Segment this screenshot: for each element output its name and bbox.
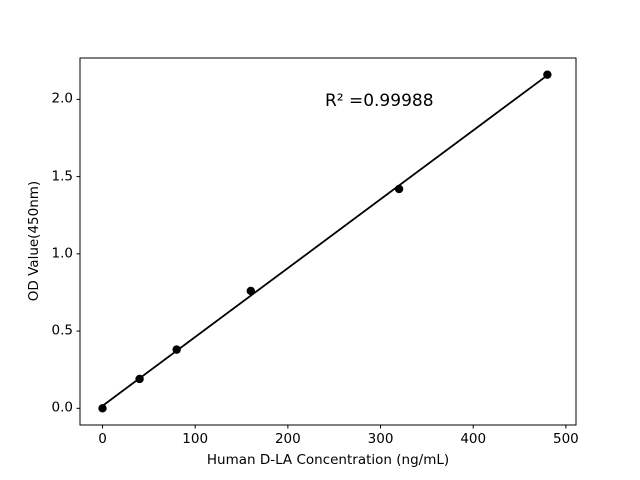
data-point [172, 345, 181, 354]
y-tick-label: 0.0 [51, 399, 73, 416]
data-point [98, 404, 107, 413]
data-point [543, 70, 552, 79]
y-tick-label: 2.0 [51, 90, 73, 107]
y-tick-label: 0.5 [51, 322, 73, 339]
r-squared-annotation: R² =0.99988 [324, 91, 434, 112]
fit-line [101, 74, 548, 407]
x-tick-label: 500 [553, 431, 579, 447]
x-axis-label: Human D-LA Concentration (ng/mL) [206, 452, 450, 468]
x-tick-label: 0 [98, 431, 107, 447]
y-axis-label: OD Value(450nm) [26, 180, 42, 302]
y-tick-label: 1.5 [51, 167, 73, 184]
plot-frame [79, 57, 577, 426]
data-point [135, 374, 144, 384]
x-tick-label: 100 [182, 431, 209, 447]
data-point [394, 184, 404, 194]
x-tick-label: 300 [367, 431, 394, 447]
x-tick-label: 200 [274, 431, 301, 447]
y-tick-label: 1.0 [51, 245, 73, 262]
data-point [246, 286, 256, 296]
x-tick-label: 400 [460, 431, 487, 447]
